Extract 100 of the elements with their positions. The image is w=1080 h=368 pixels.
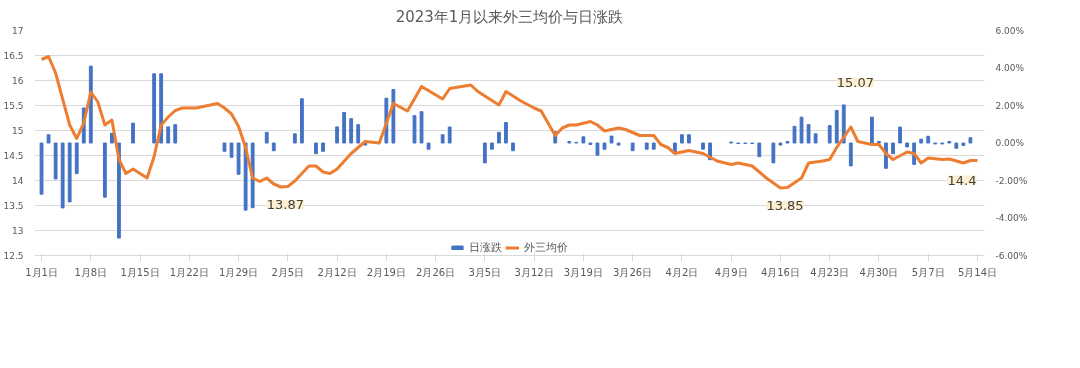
y-tick-label: 13.5 <box>3 201 24 211</box>
y-tick-label: 16.5 <box>3 51 24 61</box>
annotation: 15.07 <box>836 75 875 90</box>
bar <box>806 124 811 144</box>
bar <box>609 135 614 144</box>
x-tick-label: 3月19日 <box>563 266 603 278</box>
bar <box>356 124 361 144</box>
bar <box>110 132 114 144</box>
y2-tick-label: -6.00% <box>995 250 1028 261</box>
y-tick-label: 14.5 <box>3 151 24 161</box>
bar <box>419 111 424 144</box>
bar <box>412 115 417 144</box>
x-tick-label: 1月15日 <box>120 266 160 278</box>
x-tick-label: 5月14日 <box>957 266 998 278</box>
bar <box>349 118 354 144</box>
bar <box>651 142 656 150</box>
bar <box>602 142 607 150</box>
x-tick-label: 1月1日 <box>25 266 58 278</box>
bar <box>834 109 839 144</box>
annotation: 13.87 <box>266 197 305 212</box>
bar <box>236 142 241 175</box>
bar <box>870 116 874 144</box>
bar <box>440 134 445 144</box>
bar <box>335 126 339 144</box>
x-tick-label: 1月22日 <box>169 266 209 278</box>
bar <box>630 142 635 152</box>
bar <box>321 142 325 152</box>
x-tick-label: 4月23日 <box>810 266 850 278</box>
bar <box>264 131 269 144</box>
bar <box>490 142 494 150</box>
bar <box>222 142 227 152</box>
y-tick-label: 16 <box>12 76 24 86</box>
bar <box>616 142 621 146</box>
x-tick-label: 5月7日 <box>911 266 945 278</box>
x-tick-label: 3月5日 <box>468 266 502 278</box>
bar <box>799 116 804 144</box>
y2-tick-label: 0.00% <box>995 138 1025 148</box>
x-tick-label: 4月9日 <box>714 266 748 278</box>
bar <box>848 142 853 167</box>
bar <box>292 133 297 144</box>
bar <box>954 142 959 149</box>
bar <box>39 142 44 195</box>
bar <box>131 122 135 144</box>
bar <box>426 142 431 150</box>
chart-title: 2023年1月以来外三均价与日涨跌 <box>395 7 624 26</box>
bar <box>680 134 684 144</box>
bar <box>757 142 762 158</box>
bar <box>102 142 107 198</box>
x-tick-label: 1月8日 <box>74 266 108 278</box>
bar <box>314 142 318 155</box>
bar <box>919 138 924 144</box>
bar <box>166 126 171 144</box>
bar <box>595 142 600 156</box>
x-tick-label: 3月12日 <box>514 266 554 278</box>
y-tick-label: 17 <box>12 26 24 36</box>
x-tick-label: 3月26日 <box>613 266 653 278</box>
legend-label: 日涨跌 <box>469 240 502 255</box>
x-tick-label: 4月30日 <box>859 266 899 278</box>
x-tick-label: 2月12日 <box>317 266 357 278</box>
bar <box>813 133 818 144</box>
bar <box>581 136 586 144</box>
annotation: 13.85 <box>766 198 804 213</box>
y-tick-label: 14 <box>12 176 24 186</box>
bar <box>926 135 931 144</box>
bar <box>271 142 276 152</box>
bar <box>74 142 79 175</box>
y-tick-label: 15 <box>12 126 24 136</box>
x-tick-label: 2月19日 <box>366 266 406 278</box>
bar <box>173 124 178 144</box>
bar <box>687 134 691 144</box>
bar <box>891 142 895 155</box>
bar <box>968 137 973 144</box>
x-tick-label: 1月29日 <box>219 266 259 278</box>
x-tick-label: 4月2日 <box>665 266 699 278</box>
bar <box>152 73 157 144</box>
y2-tick-label: -2.00% <box>995 175 1028 186</box>
x-tick-label: 2月5日 <box>271 266 305 278</box>
bar <box>771 142 776 164</box>
line-series <box>40 55 979 190</box>
bar <box>447 126 452 144</box>
bar <box>60 142 65 209</box>
bar <box>504 122 508 144</box>
y-tick-label: 15.5 <box>3 101 24 111</box>
bar <box>778 142 783 146</box>
bar <box>511 142 515 152</box>
bar <box>898 126 902 144</box>
y2-tick-label: 6.00% <box>995 25 1025 36</box>
bar <box>961 142 966 146</box>
y-tick-label: 13 <box>12 226 24 236</box>
x-tick-label: 4月16日 <box>760 266 800 278</box>
bar <box>342 111 347 144</box>
bar <box>67 142 72 203</box>
y-tick-label: 12.5 <box>3 251 24 261</box>
x-tick-label: 2月26日 <box>416 266 456 278</box>
legend-label: 外三均价 <box>524 240 568 255</box>
bar <box>905 142 909 148</box>
bar <box>497 131 501 144</box>
bar <box>644 142 649 150</box>
bar <box>46 134 51 144</box>
bar <box>229 142 234 158</box>
